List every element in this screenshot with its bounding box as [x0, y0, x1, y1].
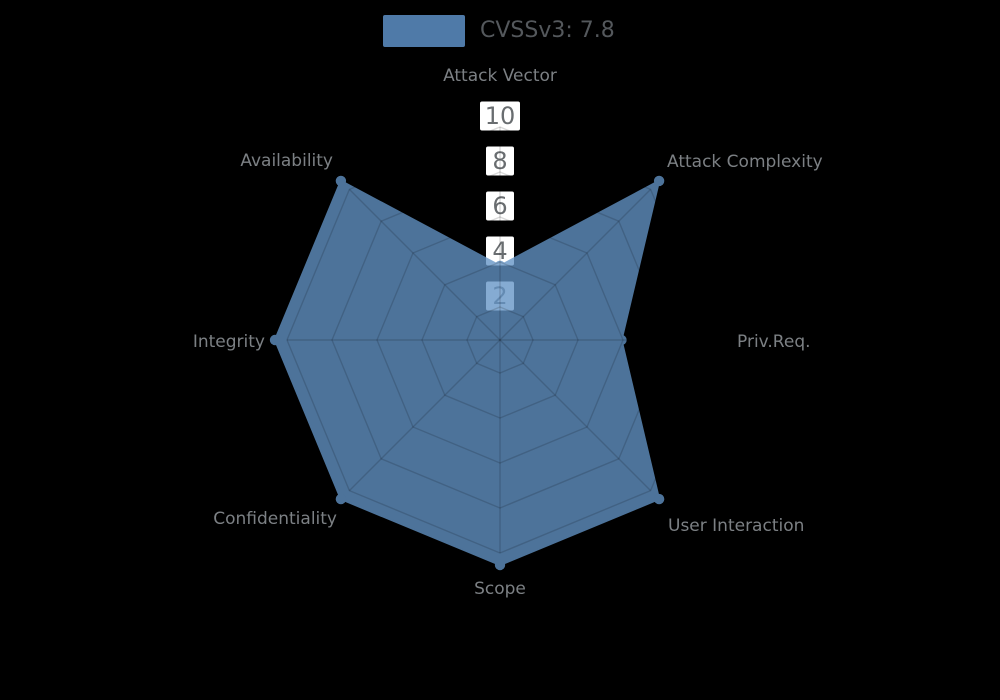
axis-label-confidentiality: Confidentiality	[213, 509, 337, 529]
radial-tick-labels: 246810	[480, 101, 520, 311]
grid-spoke-confidentiality	[348, 339, 501, 492]
tick-box-8	[486, 146, 514, 176]
series-cvssv3-7-8[interactable]	[269, 175, 665, 571]
grid-ring-4	[421, 261, 579, 419]
tick-label-6: 6	[492, 192, 507, 220]
legend-label: CVSSv3: 7.8	[480, 18, 615, 43]
tick-box-6	[486, 191, 514, 221]
radar-grid	[286, 126, 714, 554]
grid-ring-2	[466, 306, 534, 374]
axis-label-availability: Availability	[240, 151, 333, 171]
data-point-scope[interactable]	[494, 559, 506, 571]
data-point-user-interaction[interactable]	[653, 493, 665, 505]
grid-spoke-user-interaction	[499, 339, 652, 492]
tick-label-10: 10	[485, 102, 516, 130]
grid-ring-10	[286, 126, 714, 554]
axis-labels: Attack Vector Attack Complexity Priv.Req. U…	[193, 66, 823, 599]
axis-label-scope: Scope	[474, 579, 526, 599]
axis-label-attack-vector: Attack Vector	[443, 66, 557, 86]
tick-box-4	[486, 236, 514, 266]
data-point-priv-req[interactable]	[616, 334, 627, 346]
grid-spoke-attack-complexity	[499, 188, 652, 341]
axis-label-user-interaction: User Interaction	[668, 516, 804, 536]
tick-box-10	[480, 101, 520, 131]
axis-label-priv-req: Priv.Req.	[737, 332, 811, 352]
grid-ring-6	[376, 216, 624, 464]
tick-label-4: 4	[492, 237, 507, 265]
tick-label-8: 8	[492, 147, 507, 175]
grid-spoke-availability	[348, 188, 501, 341]
data-point-attack-vector[interactable]	[494, 260, 506, 271]
grid-ring-8	[331, 171, 669, 509]
axis-label-integrity: Integrity	[193, 332, 265, 352]
legend[interactable]: CVSSv3: 7.8	[383, 15, 615, 47]
axis-label-attack-complexity: Attack Complexity	[667, 152, 823, 172]
data-point-attack-complexity[interactable]	[653, 175, 665, 187]
legend-swatch[interactable]	[383, 15, 465, 47]
data-point-integrity[interactable]	[269, 334, 281, 346]
data-point-availability[interactable]	[335, 175, 347, 187]
data-point-confidentiality[interactable]	[335, 493, 347, 505]
